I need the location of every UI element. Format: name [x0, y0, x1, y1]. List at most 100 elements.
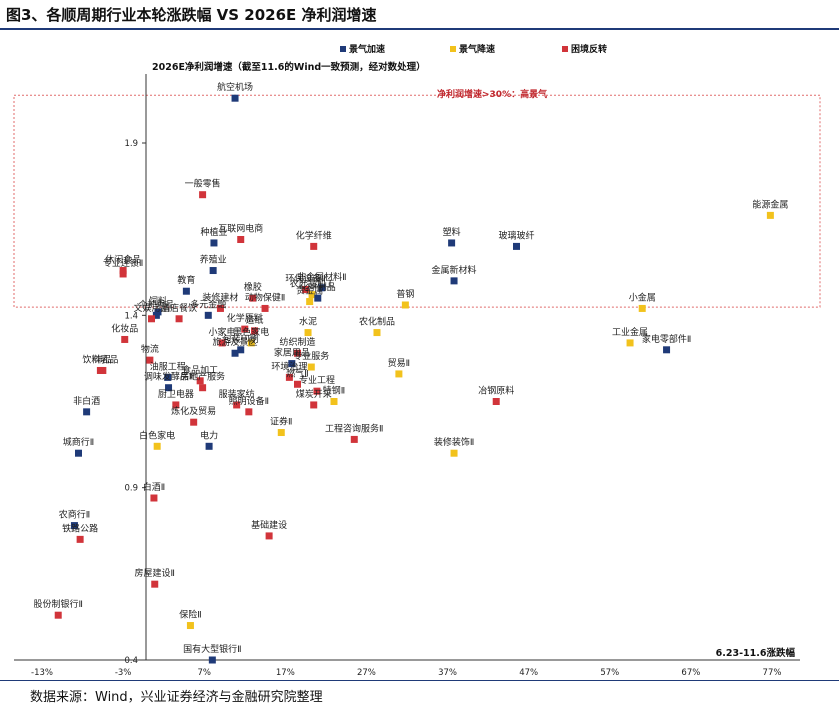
- data-point-label: 贵金属: [296, 285, 323, 297]
- data-point: [99, 366, 107, 374]
- data-point-label: 贸易Ⅱ: [388, 357, 410, 369]
- data-point-label: 酒店餐饮: [161, 302, 197, 314]
- data-point: [153, 442, 161, 450]
- data-point-label: 能源金属: [752, 198, 788, 210]
- data-point-label: 调味发酵品Ⅱ: [144, 371, 193, 383]
- x-tick-label: 7%: [197, 668, 211, 678]
- data-point: [199, 191, 207, 199]
- data-point: [231, 94, 239, 102]
- data-point-label: 专业连锁Ⅱ: [103, 257, 143, 269]
- data-point-label: 化妆品: [111, 322, 138, 334]
- data-point: [265, 532, 273, 540]
- data-point-label: 水泥: [299, 316, 317, 328]
- data-point-label: 塑料: [443, 226, 461, 238]
- data-point-label: 物流: [141, 343, 159, 355]
- data-point-label: 房屋建设Ⅱ: [135, 567, 175, 579]
- data-point: [626, 339, 634, 347]
- data-point: [186, 622, 194, 630]
- data-point-label: 化学纤维: [296, 229, 332, 241]
- y-tick-label: 1.4: [124, 311, 138, 321]
- data-point-label: 橡胶: [244, 281, 262, 293]
- data-point-label: 股份制银行Ⅱ: [34, 598, 83, 610]
- data-point: [121, 335, 129, 343]
- data-point-label: 炼化及贸易: [171, 405, 216, 417]
- data-point: [172, 401, 180, 409]
- data-point-label: 特钢Ⅱ: [323, 385, 345, 397]
- data-point-label: 养殖业: [200, 254, 227, 266]
- data-point: [302, 285, 310, 293]
- data-point-label: 互联网电商: [218, 223, 263, 235]
- data-point: [165, 384, 173, 392]
- footer-divider: [0, 680, 839, 681]
- data-point: [119, 270, 127, 278]
- data-point: [450, 449, 458, 457]
- data-point: [148, 315, 155, 323]
- data-point-label: 小家电: [209, 326, 236, 338]
- data-point-label: 玻璃玻纤: [498, 229, 534, 241]
- data-point-label: 证券Ⅱ: [270, 416, 292, 428]
- data-point-label: 环境治理: [271, 360, 307, 372]
- data-point-label: 金属新材料: [432, 264, 477, 276]
- data-point-label: 小金属: [629, 291, 656, 303]
- data-point-label: 煤炭开采: [296, 388, 332, 400]
- data-point-label: 环保设备Ⅱ: [285, 272, 325, 284]
- data-point-label: 黑色家电: [233, 326, 269, 338]
- data-point-label: 旅游及景区: [213, 336, 258, 348]
- data-point: [288, 360, 296, 368]
- data-point: [208, 656, 216, 664]
- data-point-label: 燃气Ⅱ: [286, 367, 308, 379]
- data-point: [310, 242, 318, 250]
- source-note: 数据来源：Wind，兴业证券经济与金融研究院整理: [30, 690, 323, 705]
- legend-swatch-accel: [340, 46, 346, 52]
- y-tick-label: 1.9: [124, 139, 138, 149]
- data-point-label: 纺织制造: [279, 336, 315, 348]
- y-tick-label: 0.4: [124, 656, 138, 666]
- data-point-label: 化学原料: [227, 312, 263, 324]
- data-point: [285, 373, 293, 381]
- data-point-label: 工业金属: [612, 326, 648, 338]
- data-point: [241, 325, 249, 333]
- x-tick-label: 27%: [357, 668, 376, 678]
- highlight-zone-label: 净利润增速>30%：高景气: [437, 88, 547, 100]
- x-tick-label: 17%: [276, 668, 295, 678]
- data-point-label: 家居用品: [274, 347, 310, 359]
- data-point-label: 照明设备Ⅱ: [229, 395, 269, 407]
- data-point-label: 农商行Ⅱ: [59, 509, 90, 521]
- data-point: [218, 339, 226, 347]
- data-point-label: 饮料乳品: [82, 353, 118, 365]
- chart-title: 图3、各顺周期行业本轮涨跌幅 VS 2026E 净利润增速: [6, 6, 377, 24]
- data-point: [75, 449, 82, 457]
- data-point-label: 铁路公路: [62, 522, 98, 534]
- x-tick-label: -13%: [31, 668, 53, 678]
- data-point: [251, 327, 259, 335]
- data-point: [237, 236, 245, 244]
- data-point: [318, 284, 326, 292]
- y-axis-title: 2026E净利润增速（截至11.6的Wind一致预测，经对数处理）: [152, 61, 426, 73]
- data-point-label: 普钢: [396, 288, 414, 300]
- data-point-label: 房地产服务: [180, 371, 225, 383]
- data-point-label: 教育: [177, 274, 195, 286]
- data-point: [152, 311, 160, 319]
- data-point: [54, 611, 62, 619]
- data-point: [663, 346, 671, 354]
- data-point: [249, 294, 257, 302]
- data-point-label: 厨卫电器: [158, 388, 194, 400]
- legend-swatch-decel: [450, 46, 456, 52]
- data-point-label: 饲料: [149, 295, 167, 307]
- data-point: [373, 329, 381, 337]
- data-point: [76, 535, 84, 543]
- x-tick-label: 77%: [763, 668, 782, 678]
- data-point: [448, 239, 456, 247]
- data-point: [261, 304, 269, 312]
- data-point: [146, 356, 154, 364]
- data-point: [314, 294, 322, 302]
- x-tick-label: 57%: [600, 668, 619, 678]
- data-point: [310, 401, 318, 409]
- data-point-label: 多元金融: [190, 298, 226, 310]
- data-point-label: 休闲食品: [105, 254, 141, 266]
- data-point: [199, 384, 207, 392]
- data-point: [196, 377, 204, 385]
- data-point-label: 包装印刷: [223, 333, 259, 345]
- data-point-label: 基础建设: [251, 519, 287, 531]
- data-point-label: 装修装饰Ⅱ: [434, 436, 474, 448]
